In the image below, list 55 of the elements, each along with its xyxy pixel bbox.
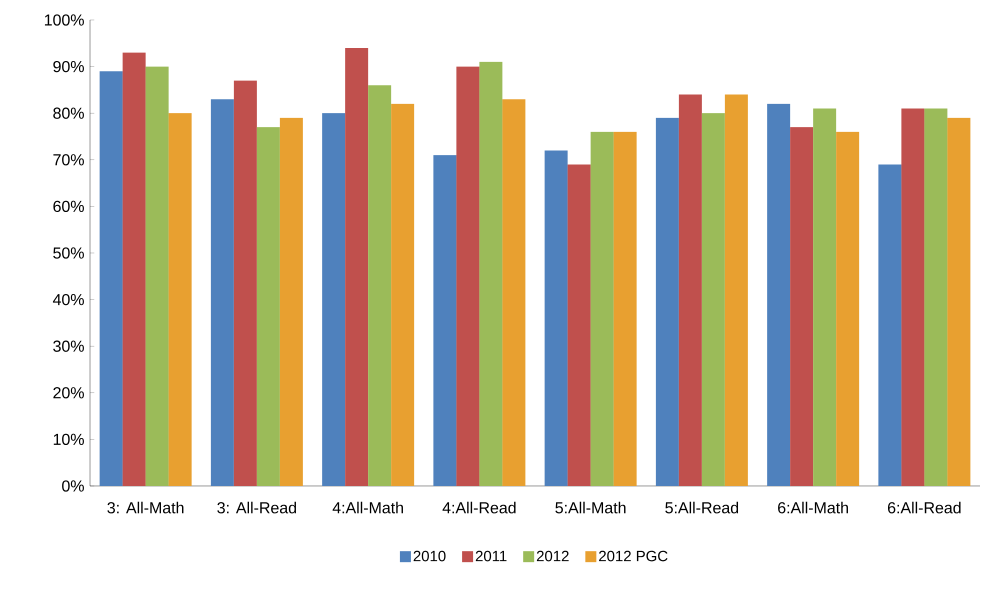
bar (544, 150, 568, 486)
y-tick-label: 40% (52, 294, 84, 306)
x-tick-label: 5:All-Math (555, 502, 626, 514)
bar (790, 127, 814, 486)
bar (122, 52, 146, 486)
x-tick-label: 4:All-Math (332, 502, 403, 514)
bar (947, 118, 970, 486)
y-tick-label: 80% (53, 108, 84, 119)
x-tick-label: 3: All-Read (217, 502, 296, 514)
bar (210, 99, 234, 486)
bar (702, 113, 725, 486)
x-tick-label: 6:All-Read (888, 502, 961, 514)
bar (168, 113, 192, 486)
bar (590, 132, 614, 486)
x-tick-label: 5:All-Read (665, 502, 738, 514)
bar (280, 118, 303, 486)
y-tick-label: 0% (62, 480, 84, 492)
bar (391, 104, 414, 486)
bar (502, 99, 526, 486)
y-tick-label: 30% (53, 340, 84, 352)
bar (656, 118, 679, 486)
bar (878, 164, 902, 486)
bar (256, 127, 280, 486)
x-tick-label: 4:All-Read (442, 502, 516, 514)
bar (724, 94, 748, 486)
y-tick-label: 100% (44, 14, 84, 26)
x-tick-label: 6:All-Math (778, 502, 848, 514)
bar (901, 108, 924, 486)
bar (146, 66, 169, 486)
y-tick-label: 90% (53, 60, 84, 72)
bar (345, 48, 368, 486)
y-tick-label: 70% (53, 154, 84, 166)
bar (678, 94, 702, 486)
bar (568, 164, 591, 486)
legend-label: 2011 (476, 550, 506, 562)
bar (614, 132, 637, 486)
bar (433, 155, 456, 486)
bar (234, 80, 257, 486)
y-tick-label: 10% (54, 434, 84, 446)
bar (100, 71, 123, 486)
y-tick-label: 20% (53, 387, 84, 398)
bar (813, 108, 836, 486)
legend-label: 2012 PGC (599, 550, 668, 562)
x-tick-label: 3: All-Math (107, 502, 184, 514)
legend-label: 2012 (536, 550, 569, 562)
bar (368, 85, 392, 486)
bar (456, 66, 480, 486)
bar (836, 132, 860, 486)
bar (322, 113, 346, 486)
bar (479, 62, 502, 486)
y-tick-label: 60% (53, 200, 84, 212)
legend-label: 2010 (414, 550, 446, 562)
bar (924, 108, 948, 486)
bar (767, 104, 790, 486)
y-tick-label: 50% (53, 247, 84, 259)
